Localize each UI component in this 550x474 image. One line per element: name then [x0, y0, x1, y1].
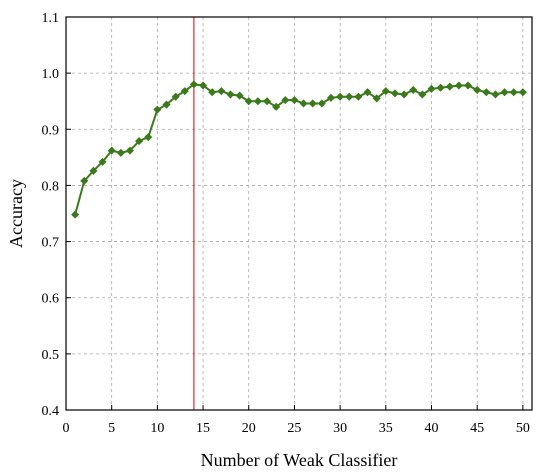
x-tick-label: 20	[242, 421, 256, 436]
data-point	[98, 157, 107, 166]
data-point	[125, 146, 134, 155]
data-point	[162, 100, 171, 109]
y-tick-label: 0.5	[42, 348, 60, 363]
data-point	[354, 92, 363, 101]
data-point	[180, 87, 189, 96]
data-point	[253, 97, 262, 106]
data-point	[473, 85, 482, 95]
x-axis-title: Number of Weak Classifier	[201, 450, 398, 470]
grid	[66, 17, 532, 410]
data-point	[199, 81, 208, 90]
x-tick-label: 40	[424, 421, 438, 436]
data-point	[189, 80, 198, 89]
data-point	[491, 90, 500, 99]
plot-frame	[65, 16, 533, 411]
data-point	[326, 93, 336, 102]
data-point	[345, 92, 354, 101]
x-tick-label: 50	[516, 421, 530, 436]
data-point	[400, 90, 409, 99]
data-point	[144, 133, 153, 142]
data-point	[317, 99, 326, 108]
data-point	[153, 105, 162, 114]
data-point	[290, 96, 299, 105]
y-axis-title: Accuracy	[6, 179, 26, 248]
y-tick-label: 0.9	[42, 123, 60, 138]
x-tick-label: 30	[333, 421, 347, 436]
x-tick-label: 5	[108, 421, 115, 436]
data-point	[116, 148, 125, 157]
data-point	[500, 88, 509, 97]
x-axis: 0 5 10 15 20 25 30 35 40 45 50	[63, 405, 530, 436]
data-point	[308, 99, 317, 108]
data-point	[171, 92, 180, 101]
data-point	[509, 88, 518, 97]
y-tick-label: 0.4	[42, 404, 60, 419]
x-tick-label: 35	[379, 421, 393, 436]
data-point	[235, 91, 244, 100]
series-line	[74, 83, 523, 215]
data-point	[272, 102, 281, 111]
data-point	[436, 83, 445, 92]
data-point	[217, 87, 226, 96]
series-group	[71, 80, 527, 219]
data-point	[372, 94, 381, 103]
data-point	[390, 89, 399, 98]
data-point	[427, 84, 436, 93]
data-point	[281, 96, 290, 105]
y-tick-label: 1.0	[42, 67, 60, 82]
data-point	[464, 81, 473, 90]
data-point	[135, 137, 144, 146]
data-point	[381, 87, 390, 96]
data-point	[409, 85, 418, 95]
y-tick-label: 0.8	[42, 179, 60, 194]
data-point	[445, 82, 454, 91]
x-tick-label: 15	[196, 421, 210, 436]
data-point	[482, 88, 491, 97]
x-tick-label: 10	[150, 421, 164, 436]
data-point	[299, 99, 308, 108]
data-point	[80, 176, 89, 185]
data-point	[89, 166, 98, 175]
data-point	[363, 88, 372, 97]
x-tick-label: 45	[470, 421, 484, 436]
data-point	[336, 92, 345, 101]
y-tick-label: 0.6	[42, 292, 60, 307]
data-point	[518, 88, 527, 97]
data-point	[454, 81, 463, 90]
y-tick-label: 0.7	[42, 236, 60, 251]
data-point	[226, 90, 235, 99]
data-point	[418, 90, 427, 99]
x-tick-label: 0	[63, 421, 70, 436]
data-point	[71, 210, 80, 219]
data-point	[107, 146, 116, 155]
data-point	[208, 88, 217, 97]
data-point	[262, 97, 272, 106]
data-point	[244, 97, 253, 106]
y-axis: 0.4 0.5 0.6 0.7 0.8 0.9 1.0 1.1	[42, 11, 71, 419]
x-tick-label: 25	[287, 421, 301, 436]
y-tick-label: 1.1	[42, 11, 60, 26]
